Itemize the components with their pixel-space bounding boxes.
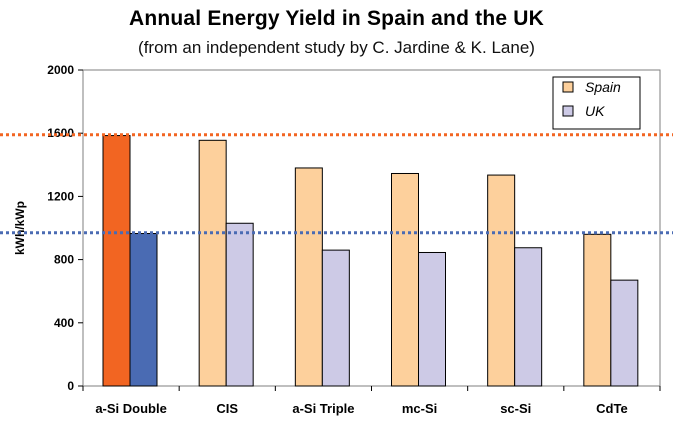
y-tick-label: 800	[54, 253, 74, 267]
y-tick-label: 1600	[47, 126, 74, 140]
y-tick-label: 2000	[47, 63, 74, 77]
x-tick-label: sc-Si	[500, 401, 531, 416]
bar-uk-4	[514, 247, 543, 387]
bar-spain-0	[102, 135, 131, 387]
x-tick-label: CIS	[216, 401, 238, 416]
y-axis-label: kWh/kWp	[13, 201, 27, 255]
y-tick-label: 400	[54, 316, 74, 330]
bar-uk-5	[610, 279, 639, 387]
bar-uk-2	[321, 249, 350, 387]
chart-subtitle: (from an independent study by C. Jardine…	[138, 38, 535, 57]
x-tick-label: a-Si Triple	[292, 401, 354, 416]
bar-spain-5	[583, 233, 612, 387]
legend-label-uk: UK	[585, 103, 605, 119]
bar-spain-3	[391, 172, 419, 387]
chart-title: Annual Energy Yield in Spain and the UK	[128, 7, 545, 30]
x-tick-label: CdTe	[596, 401, 628, 416]
legend-box	[552, 76, 641, 130]
bar-spain-1	[198, 139, 227, 387]
bar-uk-3	[418, 251, 446, 387]
y-tick-label: 1200	[47, 189, 74, 203]
legend-label-spain: Spain	[585, 79, 621, 95]
x-tick-label: a-Si Double	[95, 401, 167, 416]
y-tick-label: 0	[67, 379, 74, 393]
bar-uk-1	[225, 222, 254, 387]
bar-spain-4	[487, 174, 516, 387]
x-tick-label: mc-Si	[402, 401, 437, 416]
legend-swatch-spain	[562, 81, 574, 93]
legend-swatch-uk	[562, 105, 574, 117]
bar-uk-0	[129, 233, 158, 387]
bar-spain-2	[294, 167, 323, 387]
